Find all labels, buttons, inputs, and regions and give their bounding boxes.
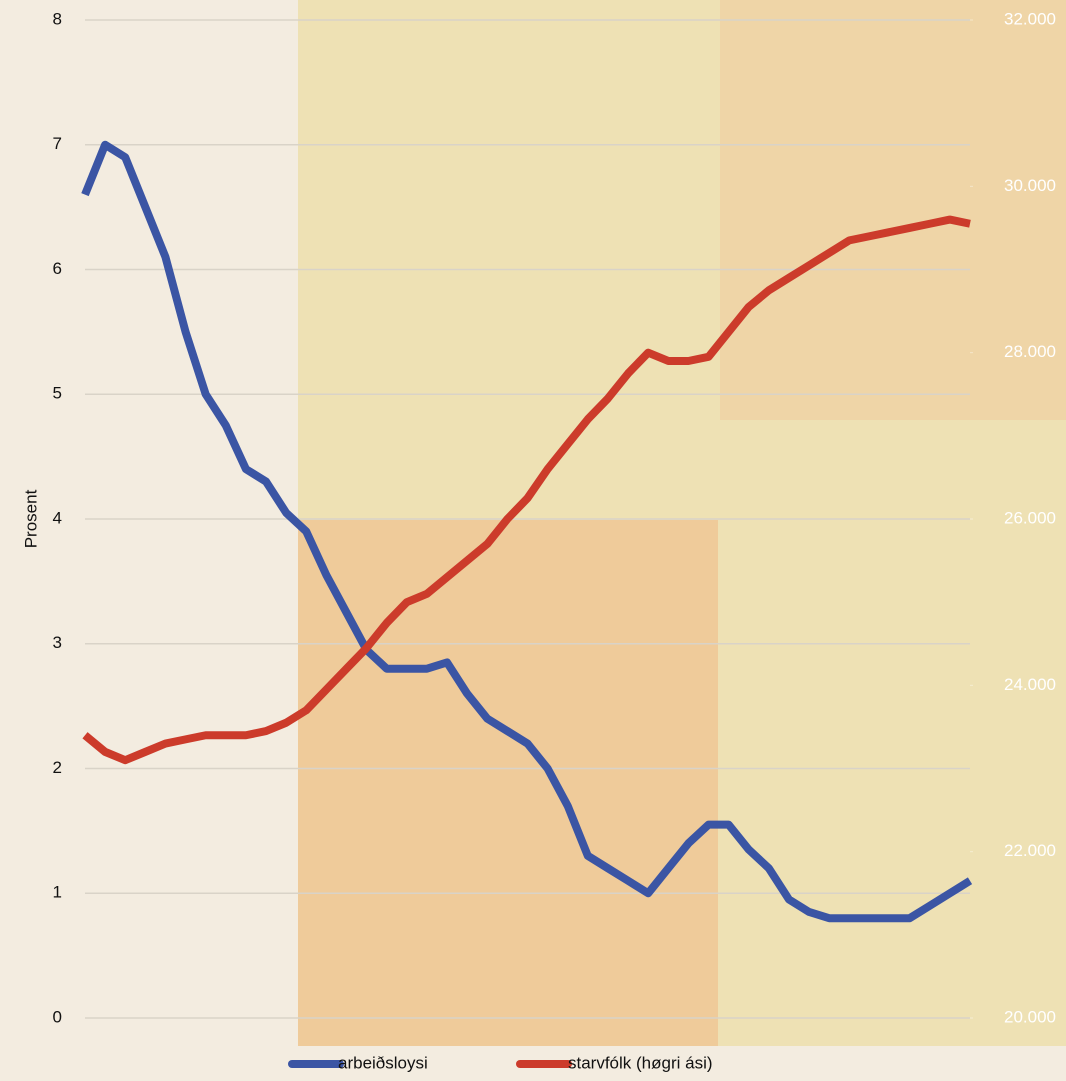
y-tick-label: 0 xyxy=(53,1007,62,1026)
legend-label: arbeiðsloysi xyxy=(338,1053,428,1072)
y2-tick-label: 24.000 xyxy=(1004,675,1056,694)
y-tick-label: 3 xyxy=(53,633,62,652)
y-tick-label: 5 xyxy=(53,384,62,403)
photo-backdrop xyxy=(298,520,718,1046)
series-line xyxy=(82,215,971,765)
photo-backdrop xyxy=(298,0,1066,1046)
y-tick-label: 8 xyxy=(53,9,62,28)
y2-tick-label: 20.000 xyxy=(1004,1007,1056,1026)
y-tick-label: 2 xyxy=(53,758,62,777)
legend-label: starvfólk (høgri ási) xyxy=(568,1053,713,1072)
y2-tick-label: 30.000 xyxy=(1004,176,1056,195)
y2-tick-label: 22.000 xyxy=(1004,841,1056,860)
y-tick-label: 6 xyxy=(53,259,62,278)
y-axis-title: Prosent xyxy=(21,489,40,548)
y-tick-label: 4 xyxy=(53,508,62,527)
y-tick-label: 7 xyxy=(53,134,62,153)
y-tick-label: 1 xyxy=(53,883,62,902)
photo-backdrop xyxy=(720,0,1066,420)
series-line xyxy=(81,140,973,923)
y2-tick-label: 32.000 xyxy=(1004,9,1056,28)
y2-tick-label: 28.000 xyxy=(1004,342,1056,361)
y2-tick-label: 26.000 xyxy=(1004,508,1056,527)
